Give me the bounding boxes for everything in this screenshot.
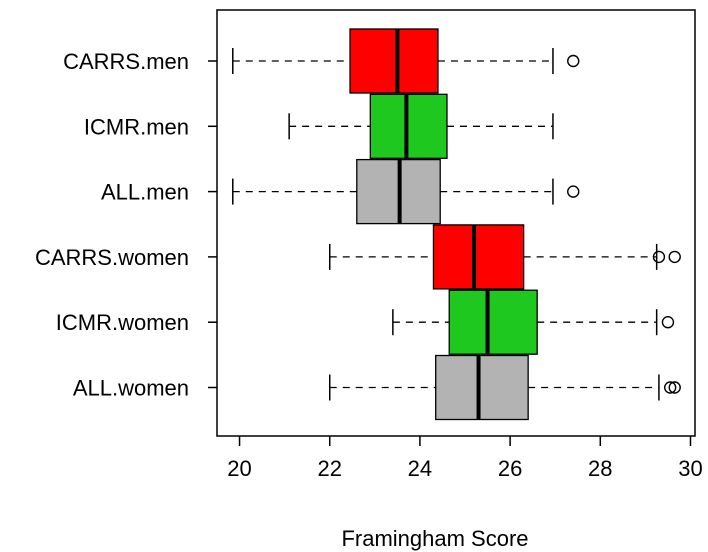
outlier-point <box>668 250 681 264</box>
outlier-point <box>668 381 681 394</box>
box-ICMR.men <box>288 93 554 159</box>
plot-frame <box>216 9 696 437</box>
x-tick-label: 22 <box>317 456 341 481</box>
iqr-box <box>448 289 538 355</box>
x-tick-label: 26 <box>498 456 522 481</box>
outlier-point <box>567 185 580 198</box>
outlier-point <box>663 381 677 394</box>
category-label: ALL.men <box>101 180 189 205</box>
category-label: ICMR.women <box>56 310 189 335</box>
outlier-point <box>661 316 675 329</box>
boxes-layer <box>232 28 681 421</box>
box-ICMR.women <box>392 289 675 355</box>
box-ALL.men <box>232 158 580 225</box>
category-label: CARRS.women <box>35 245 189 270</box>
iqr-box <box>432 224 525 290</box>
category-labels: CARRS.men ICMR.men ALL.men CARRS.women ICMR.… <box>35 49 217 401</box>
category-label: ICMR.men <box>84 114 189 139</box>
x-tick-label: 30 <box>678 456 702 481</box>
outlier-point <box>652 250 666 264</box>
outlier-point <box>567 54 580 68</box>
box-ALL.women <box>328 354 681 421</box>
x-tick-label: 24 <box>408 456 432 481</box>
x-axis: 20 22 24 26 28 30 <box>227 436 703 481</box>
iqr-box <box>349 28 439 94</box>
box-CARRS.women <box>328 224 681 290</box>
x-axis-title: Framingham Score <box>341 526 528 551</box>
category-label: ALL.women <box>73 376 189 401</box>
x-tick-label: 20 <box>227 456 251 481</box>
iqr-box <box>369 93 448 159</box>
x-tick-label: 28 <box>588 456 612 481</box>
iqr-box <box>435 354 529 421</box>
box-CARRS.men <box>232 28 580 94</box>
category-label: CARRS.men <box>63 49 189 74</box>
